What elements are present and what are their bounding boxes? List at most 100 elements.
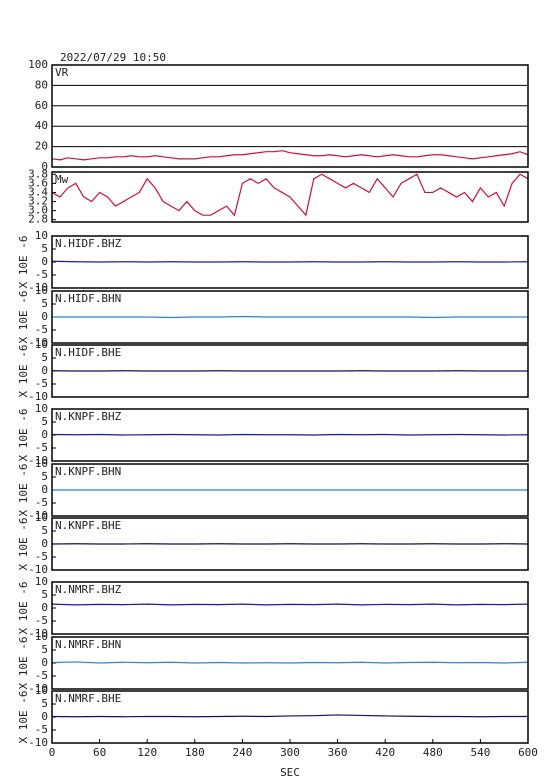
x-tick-label: 0 [49, 746, 56, 759]
y-tick-label: -10 [28, 736, 48, 749]
y-tick-label: 5 [41, 297, 48, 310]
x-tick-label: 360 [328, 746, 348, 759]
chart-title: 2022/07/29 10:50 [60, 51, 166, 64]
y-tick-label: 5 [41, 588, 48, 601]
panel-label: N.HIDF.BHZ [55, 237, 122, 250]
panel-frame [51, 517, 529, 571]
x-tick-label: 420 [375, 746, 395, 759]
y-tick-label: -10 [28, 336, 48, 349]
panel-label: N.KNPF.BHN [55, 465, 121, 478]
y-tick-label: -5 [35, 441, 48, 454]
panel-frame [51, 636, 529, 690]
panel-label: VR [55, 66, 69, 79]
x-tick-label: 60 [93, 746, 106, 759]
y-axis-label: X 10E -6 [17, 291, 30, 344]
y-tick-label: -10 [28, 390, 48, 403]
y-tick-label: 5 [41, 643, 48, 656]
panel-label: Mw [55, 173, 69, 186]
panel-frame [51, 171, 529, 223]
panel-frame [51, 344, 529, 398]
y-tick-label: 40 [35, 119, 48, 132]
y-tick-label: 10 [35, 457, 48, 470]
series-line [51, 173, 529, 217]
y-tick-label: 3.4 [28, 185, 48, 198]
y-tick-label: 10 [35, 338, 48, 351]
y-tick-label: 0 [41, 428, 48, 441]
panel-label: N.NMRF.BHN [55, 638, 121, 651]
y-tick-label: -5 [35, 550, 48, 563]
y-tick-label: -5 [35, 268, 48, 281]
y-tick-label: 10 [35, 575, 48, 588]
panel-frame [51, 581, 529, 635]
y-axis-label: X 10E -6 [17, 464, 30, 517]
y-tick-label: 3.8 [28, 167, 48, 180]
y-tick-label: -5 [35, 323, 48, 336]
panel-label: N.HIDF.BHN [55, 292, 121, 305]
y-tick-label: 0 [41, 601, 48, 614]
y-tick-label: 10 [35, 684, 48, 697]
y-tick-label: 10 [35, 630, 48, 643]
y-tick-label: 0 [41, 255, 48, 268]
x-tick-label: 240 [232, 746, 252, 759]
y-tick-label: 5 [41, 351, 48, 364]
y-axis-label: X 10E -6 [17, 637, 30, 690]
y-tick-label: 0 [41, 160, 48, 173]
y-tick-label: 80 [35, 78, 48, 91]
x-tick-label: 120 [137, 746, 157, 759]
y-tick-label: 0 [41, 537, 48, 550]
y-tick-label: 5 [41, 415, 48, 428]
y-axis-label: X 10E -6 [17, 236, 30, 289]
x-tick-label: 540 [470, 746, 490, 759]
y-tick-label: -10 [28, 563, 48, 576]
y-tick-label: 100 [28, 58, 48, 71]
x-tick-label: 600 [518, 746, 538, 759]
series-line [52, 315, 528, 319]
series-line [51, 433, 529, 436]
y-tick-label: -5 [35, 723, 48, 736]
series-line [51, 603, 529, 606]
y-tick-label: 60 [35, 99, 48, 112]
y-tick-label: -10 [28, 509, 48, 522]
panel-label: N.NMRF.BHE [55, 692, 121, 705]
y-tick-label: 10 [35, 284, 48, 297]
y-tick-label: -5 [35, 669, 48, 682]
y-tick-label: 5 [41, 470, 48, 483]
y-tick-label: -10 [28, 281, 48, 294]
y-tick-label: -10 [28, 454, 48, 467]
y-tick-label: 0 [41, 656, 48, 669]
y-tick-label: 0 [41, 483, 48, 496]
y-axis-label: X 10E -6 [17, 691, 30, 744]
series-line [51, 714, 528, 718]
y-tick-label: -5 [35, 496, 48, 509]
y-tick-label: 5 [41, 242, 48, 255]
y-tick-label: -10 [28, 627, 48, 640]
y-tick-label: -5 [35, 377, 48, 390]
y-tick-label: 3.0 [28, 204, 48, 217]
y-tick-label: 10 [35, 511, 48, 524]
y-tick-label: 2.8 [28, 213, 48, 226]
y-axis-label: X 10E -6 [17, 345, 30, 398]
x-tick-label: 480 [423, 746, 443, 759]
x-axis-label: SEC [280, 766, 300, 779]
y-tick-label: 3.2 [28, 195, 48, 208]
panel-frame [51, 690, 529, 744]
panel-label: N.KNPF.BHZ [55, 410, 122, 423]
y-axis-label: X 10E -6 [17, 518, 30, 571]
y-tick-label: 0 [41, 710, 48, 723]
x-tick-label: 180 [185, 746, 205, 759]
panel-label: N.HIDF.BHE [55, 346, 121, 359]
x-tick-label: 300 [280, 746, 300, 759]
panel-frame [51, 235, 529, 289]
y-tick-label: 0 [41, 364, 48, 377]
y-axis-label: X 10E -6 [17, 409, 30, 462]
series-line [51, 150, 529, 161]
y-tick-label: -10 [28, 682, 48, 695]
panel-label: N.NMRF.BHZ [55, 583, 122, 596]
y-tick-label: -5 [35, 614, 48, 627]
y-tick-label: 5 [41, 524, 48, 537]
series-line [51, 661, 529, 664]
y-tick-label: 0 [41, 310, 48, 323]
y-tick-label: 3.6 [28, 176, 48, 189]
panel-frame [51, 408, 529, 462]
